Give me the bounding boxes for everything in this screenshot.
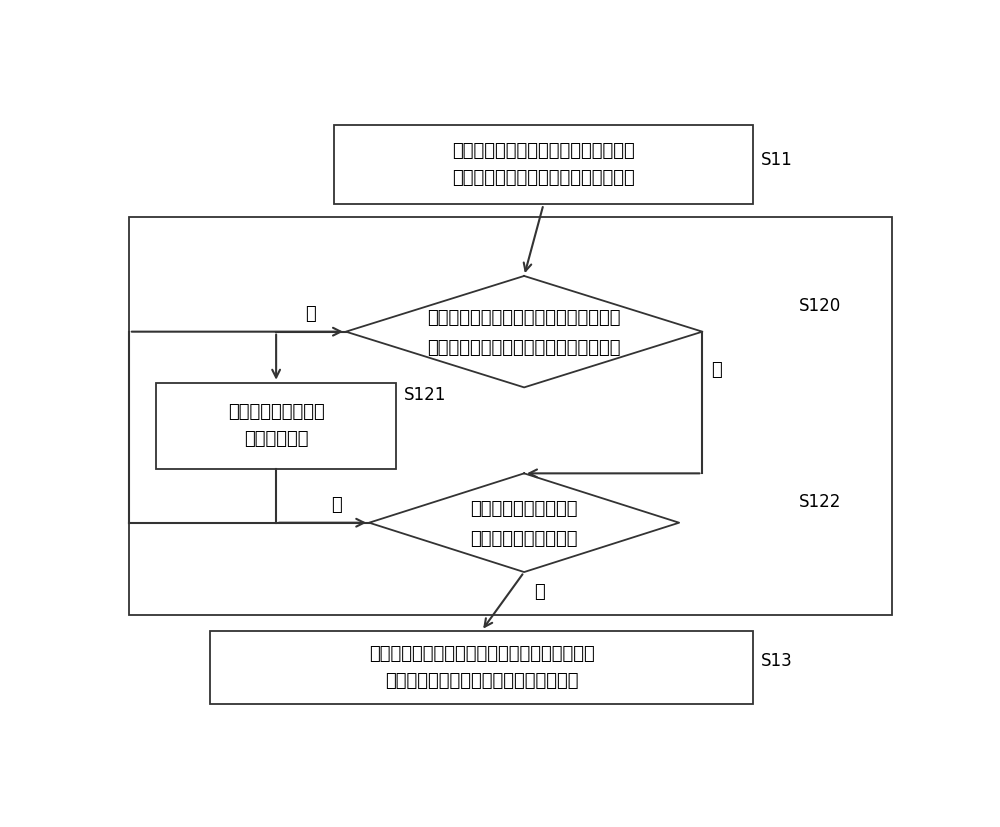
Text: S122: S122	[799, 493, 842, 511]
FancyBboxPatch shape	[210, 631, 753, 705]
Text: S13: S13	[761, 652, 792, 670]
Text: S120: S120	[799, 297, 842, 315]
Text: S121: S121	[404, 386, 446, 404]
Text: 否: 否	[711, 361, 722, 379]
Text: 是: 是	[306, 305, 316, 323]
FancyBboxPatch shape	[334, 125, 753, 204]
Text: 的數量是否小于預定值: 的數量是否小于預定值	[470, 529, 578, 547]
Text: 將當前的臟頁復制到
目標服務器中: 將當前的臟頁復制到 目標服務器中	[228, 404, 324, 447]
Text: 否: 否	[331, 496, 342, 514]
Text: 是: 是	[534, 583, 545, 601]
Text: 判斷虛擬機的當前內存數據與上一循環中: 判斷虛擬機的當前內存數據與上一循環中	[427, 308, 621, 327]
Text: 將源服務器停機，并將最后一循環的臟頁和源服
務器的當前工作狀態復制到目標服務器中: 將源服務器停機，并將最后一循環的臟頁和源服 務器的當前工作狀態復制到目標服務器中	[369, 645, 594, 690]
Text: S11: S11	[761, 151, 792, 169]
Text: 判斷虛擬機的當前臟頁: 判斷虛擬機的當前臟頁	[470, 500, 578, 518]
Text: 的內存數據的變化規模是否達到預定標準: 的內存數據的變化規模是否達到預定標準	[427, 338, 621, 356]
Text: 虛擬機在源服務器上運轉時，將虛擬機
的當前內存數據全部拷貝至目標服務器: 虛擬機在源服務器上運轉時，將虛擬機 的當前內存數據全部拷貝至目標服務器	[452, 142, 635, 187]
FancyBboxPatch shape	[156, 383, 396, 469]
